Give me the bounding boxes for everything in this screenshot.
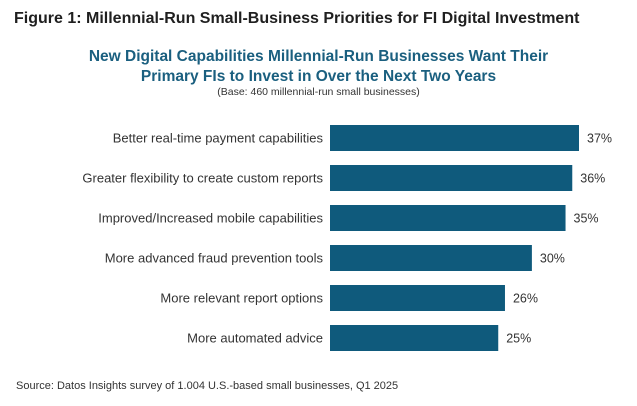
bar-2: [330, 165, 573, 191]
chart-title-line-1: New Digital Capabilities Millennial-Run …: [88, 48, 549, 65]
value-label-2: 36%: [580, 172, 605, 186]
value-label-6: 25%: [506, 332, 531, 346]
bar-1: [330, 125, 579, 151]
category-label-2: Greater flexibility to create custom rep…: [82, 171, 323, 186]
chart-title: New Digital Capabilities Millennial-Run …: [0, 47, 637, 87]
category-label-6: More automated advice: [187, 331, 323, 346]
value-label-4: 30%: [540, 252, 565, 266]
value-label-3: 35%: [574, 212, 599, 226]
category-label-3: Improved/Increased mobile capabilities: [98, 211, 323, 226]
value-label-5: 26%: [513, 292, 538, 306]
source-note: Source: Datos Insights survey of 1.004 U…: [16, 380, 399, 392]
bar-4: [330, 245, 532, 271]
figure-title: Figure 1: Millennial-Run Small-Business …: [14, 10, 580, 27]
category-label-1: Better real-time payment capabilities: [113, 131, 324, 146]
bar-3: [330, 205, 566, 231]
value-label-1: 37%: [587, 132, 612, 146]
chart-title-line-2: Primary FIs to Invest in Over the Next T…: [140, 68, 497, 85]
category-label-4: More advanced fraud prevention tools: [105, 251, 324, 266]
bar-6: [330, 325, 499, 351]
category-label-5: More relevant report options: [160, 291, 323, 306]
chart-base-note: (Base: 460 millennial-run small business…: [217, 86, 420, 98]
bar-5: [330, 285, 505, 311]
